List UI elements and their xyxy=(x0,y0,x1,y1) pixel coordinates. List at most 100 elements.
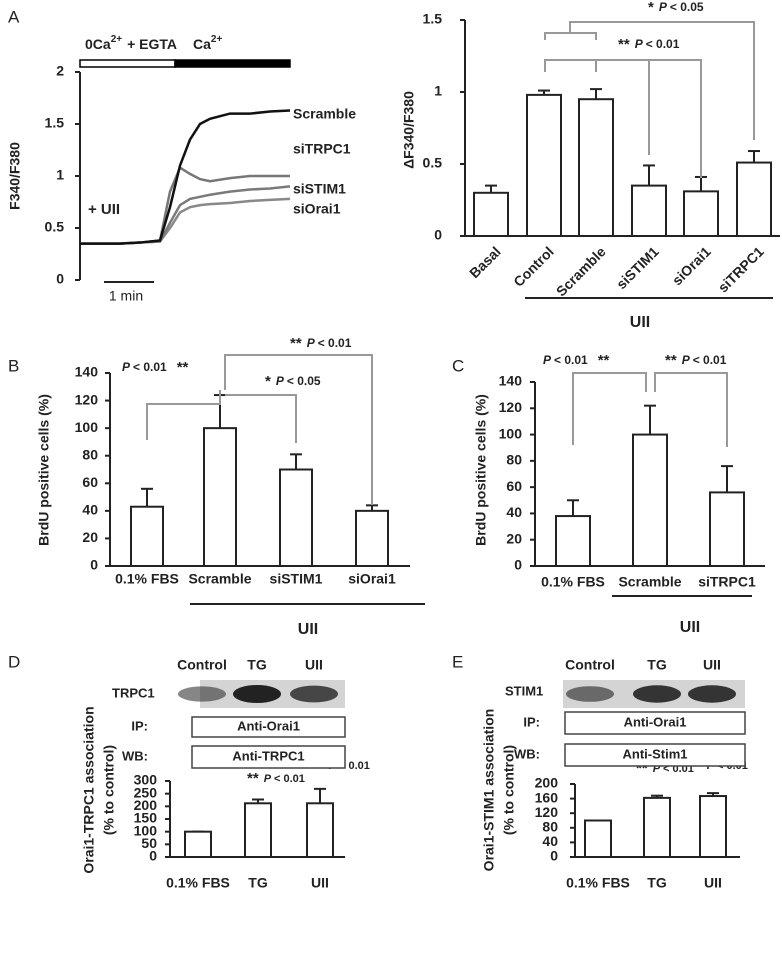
x-tick-label: siSTIM1 xyxy=(613,243,662,292)
significance-bracket xyxy=(225,394,297,443)
p-symbol: P xyxy=(659,0,668,14)
bar xyxy=(584,819,612,858)
ip-box xyxy=(564,711,746,735)
bar xyxy=(526,93,562,237)
significance-label: ** P< 0.01 xyxy=(290,335,352,352)
y-tick-label: 80 xyxy=(82,446,98,462)
y-tick-label: 20 xyxy=(82,529,98,545)
bar xyxy=(683,190,719,237)
phase-label: Ca2+ xyxy=(193,34,222,52)
y-tick-label: 200 xyxy=(134,797,158,813)
scale-bar-label: 1 min xyxy=(109,288,143,304)
ip-antibody: Anti-Orai1 xyxy=(624,714,687,729)
bar xyxy=(643,796,671,858)
wb-antibody: Anti-TRPC1 xyxy=(232,748,304,763)
bar xyxy=(306,802,334,858)
stars: ** xyxy=(636,760,648,777)
panel-letter: A xyxy=(8,7,20,26)
y-tick-label: 0 xyxy=(56,271,64,287)
x-tick-label: Control xyxy=(510,243,557,290)
y-axis-label: BrdU positive cells (%) xyxy=(473,394,489,546)
stars: ** xyxy=(177,359,189,376)
phase-label: 0Ca2+ + EGTA xyxy=(85,34,177,52)
stars: * xyxy=(265,373,271,390)
wb-label: WB: xyxy=(514,746,540,761)
y-tick-label: 20 xyxy=(506,530,522,546)
x-tick-label: 0.1% FBS xyxy=(566,875,630,891)
y-tick-label: 1.5 xyxy=(423,11,443,27)
p-symbol: P xyxy=(264,773,272,785)
y-tick-label: 1.5 xyxy=(45,115,65,131)
y-tick-label: 60 xyxy=(82,474,98,490)
bar xyxy=(473,191,509,238)
lane-label: TG xyxy=(647,657,667,673)
p-symbol: P xyxy=(276,374,285,388)
p-symbol: P xyxy=(653,763,661,775)
ip-box xyxy=(191,716,346,738)
panel-letter: B xyxy=(8,356,19,375)
wb-label: WB: xyxy=(122,748,148,763)
annotation: + UII xyxy=(88,201,120,218)
stars: ** xyxy=(290,335,302,352)
phase-label-part: 2+ xyxy=(111,34,123,45)
x-tick-label: siTRPC1 xyxy=(698,574,756,590)
bar xyxy=(130,505,164,568)
x-tick-label: 0.1% FBS xyxy=(541,574,605,590)
y-tick-label: 60 xyxy=(506,478,522,494)
y-tick-label: 140 xyxy=(499,373,523,389)
significance-bracket xyxy=(572,372,647,445)
stars: ** xyxy=(665,352,677,369)
stars: ** xyxy=(618,36,630,53)
y-tick-label: 80 xyxy=(542,819,558,835)
significance-label: * P < 0.05 xyxy=(648,0,704,16)
y-tick-label: 140 xyxy=(75,364,99,380)
bar xyxy=(355,509,389,568)
stars: ** xyxy=(247,770,259,787)
y-axis-label: Orai1-STIM1 association xyxy=(481,709,497,872)
y-tick-label: 150 xyxy=(134,810,158,826)
p-value: < 0.01 xyxy=(554,353,588,367)
bar xyxy=(632,433,668,568)
x-tick-label: Basal xyxy=(466,243,504,281)
y-tick-label: 40 xyxy=(82,502,98,518)
y-axis-label: (% to control) xyxy=(101,745,117,835)
panel-letter: E xyxy=(452,652,463,671)
x-tick-label: Scramble xyxy=(618,574,681,590)
y-axis-label: BrdU positive cells (%) xyxy=(36,394,52,546)
significance-label: ** P< 0.01 xyxy=(665,352,727,369)
significance-bracket xyxy=(544,59,597,72)
significance-bracket xyxy=(654,372,728,447)
y-tick-label: 200 xyxy=(535,775,559,791)
y-tick-label: 80 xyxy=(506,452,522,468)
blot-protein: STIM1 xyxy=(505,683,543,698)
significance-bracket xyxy=(544,32,597,40)
y-tick-label: 40 xyxy=(542,833,558,849)
series-label: Scramble xyxy=(293,106,356,122)
y-tick-label: 0 xyxy=(149,848,157,864)
p-symbol: P xyxy=(682,353,691,367)
p-symbol: P xyxy=(307,336,316,350)
bar xyxy=(203,427,237,567)
trace xyxy=(80,109,291,245)
phase-bar xyxy=(174,59,291,68)
lane-label: Control xyxy=(565,657,615,673)
y-axis-label: ΔF340/F380 xyxy=(401,91,417,169)
ip-antibody: Anti-Orai1 xyxy=(237,718,300,733)
lane-label: Control xyxy=(177,657,227,673)
p-value: < 0.01 xyxy=(318,336,352,350)
y-tick-label: 0.5 xyxy=(423,155,443,171)
wb-box xyxy=(564,743,746,767)
significance-bracket xyxy=(570,59,702,178)
x-tick-label: 0.1% FBS xyxy=(115,571,179,587)
phase-label-part: Ca xyxy=(193,36,211,52)
significance-label: P < 0.01 ** xyxy=(122,359,189,376)
p-symbol: P xyxy=(543,353,552,367)
wb-antibody: Anti-Stim1 xyxy=(623,746,688,761)
y-tick-label: 1 xyxy=(56,167,64,183)
x-tick-label: Scramble xyxy=(553,243,609,299)
significance-bracket xyxy=(224,354,373,505)
bar xyxy=(736,161,772,237)
group-label: UII xyxy=(680,619,700,636)
bar xyxy=(244,802,272,858)
x-tick-label: 0.1% FBS xyxy=(166,875,230,891)
